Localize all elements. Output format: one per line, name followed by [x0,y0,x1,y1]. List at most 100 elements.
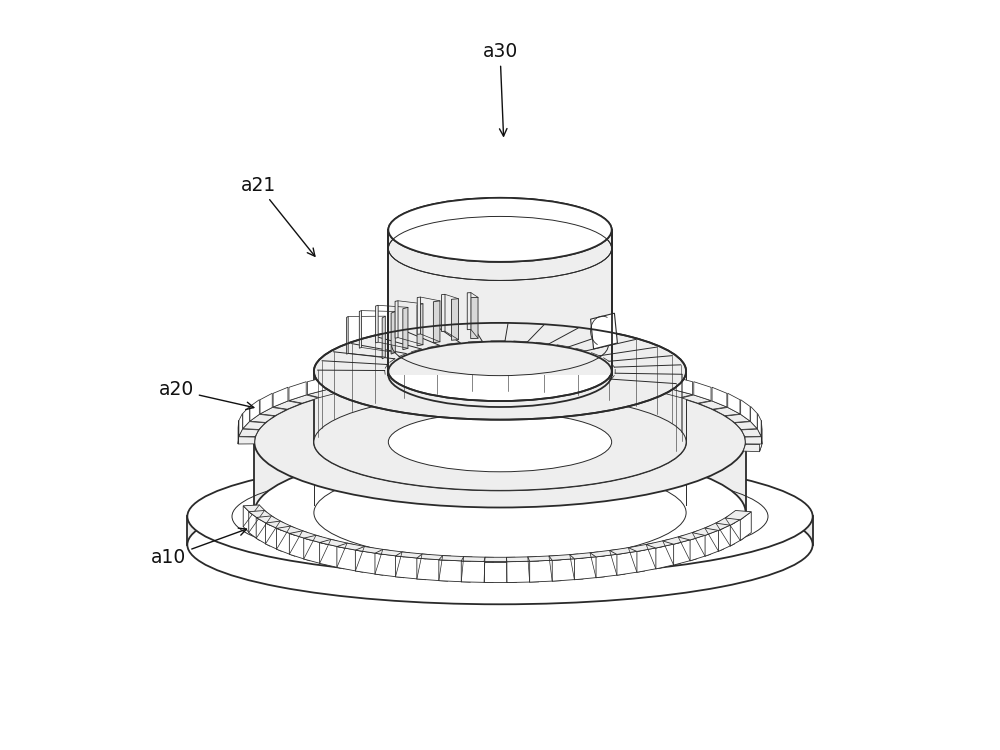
Polygon shape [719,523,735,551]
Polygon shape [590,550,625,557]
Ellipse shape [314,464,686,561]
Polygon shape [307,376,327,394]
Polygon shape [314,371,686,442]
Polygon shape [467,292,471,330]
Polygon shape [376,365,400,380]
Polygon shape [355,550,383,575]
Polygon shape [328,372,350,389]
Polygon shape [740,512,751,541]
Polygon shape [650,372,672,389]
Text: a10: a10 [151,528,247,567]
Polygon shape [417,304,423,346]
Polygon shape [375,554,404,578]
Polygon shape [486,372,514,376]
Polygon shape [403,308,408,350]
Polygon shape [239,413,242,436]
Polygon shape [388,371,612,442]
Polygon shape [705,521,735,530]
Polygon shape [618,381,649,388]
Polygon shape [260,393,272,414]
Ellipse shape [254,447,746,578]
Polygon shape [328,385,359,392]
Polygon shape [396,552,430,559]
Polygon shape [705,529,723,556]
Polygon shape [439,560,470,582]
Polygon shape [568,375,598,381]
Polygon shape [320,542,344,569]
Polygon shape [591,314,617,349]
Polygon shape [417,554,451,560]
Ellipse shape [254,376,746,508]
Polygon shape [351,381,382,388]
Polygon shape [714,407,740,416]
Polygon shape [751,406,757,429]
Polygon shape [745,436,762,444]
Polygon shape [249,511,275,520]
Polygon shape [277,529,295,556]
Polygon shape [735,422,757,430]
Polygon shape [337,547,363,572]
Polygon shape [429,373,459,379]
Polygon shape [304,536,337,544]
Polygon shape [289,395,318,404]
Polygon shape [289,533,310,561]
Polygon shape [265,523,281,551]
Polygon shape [376,305,378,343]
Text: a20: a20 [159,380,254,410]
Polygon shape [673,376,693,394]
Polygon shape [593,377,624,384]
Polygon shape [187,517,813,544]
Polygon shape [574,556,604,580]
Polygon shape [596,554,625,578]
Polygon shape [484,557,516,562]
Polygon shape [637,547,663,572]
Polygon shape [314,442,686,513]
Polygon shape [249,512,260,541]
Polygon shape [760,428,762,451]
Polygon shape [273,387,288,407]
Polygon shape [375,550,410,557]
Polygon shape [617,550,645,575]
Polygon shape [402,363,428,377]
Polygon shape [395,301,398,338]
Polygon shape [256,516,284,525]
Polygon shape [692,526,723,536]
Polygon shape [682,395,711,404]
Polygon shape [256,518,270,546]
Polygon shape [238,436,255,444]
Polygon shape [417,297,421,334]
Polygon shape [277,526,308,536]
Polygon shape [730,518,744,546]
Text: a30: a30 [482,42,518,136]
Ellipse shape [314,394,686,490]
Polygon shape [743,444,762,452]
Polygon shape [239,429,259,436]
Ellipse shape [388,198,612,262]
Polygon shape [433,301,440,343]
Polygon shape [471,297,478,338]
Polygon shape [351,368,374,385]
Ellipse shape [187,485,813,604]
Polygon shape [662,389,693,398]
Polygon shape [254,442,746,513]
Polygon shape [382,316,385,358]
Polygon shape [243,505,267,514]
Polygon shape [376,377,407,384]
Polygon shape [461,561,493,583]
Polygon shape [530,560,561,582]
Polygon shape [289,531,322,540]
Polygon shape [250,400,259,422]
Polygon shape [663,536,696,544]
Polygon shape [484,562,516,583]
Polygon shape [486,361,514,372]
Polygon shape [461,556,494,562]
Polygon shape [726,414,750,422]
Polygon shape [337,543,372,551]
Polygon shape [690,533,711,561]
Polygon shape [441,294,445,332]
Polygon shape [250,414,274,422]
Polygon shape [396,556,426,580]
Ellipse shape [388,341,612,401]
Polygon shape [391,311,395,354]
Ellipse shape [388,413,612,472]
